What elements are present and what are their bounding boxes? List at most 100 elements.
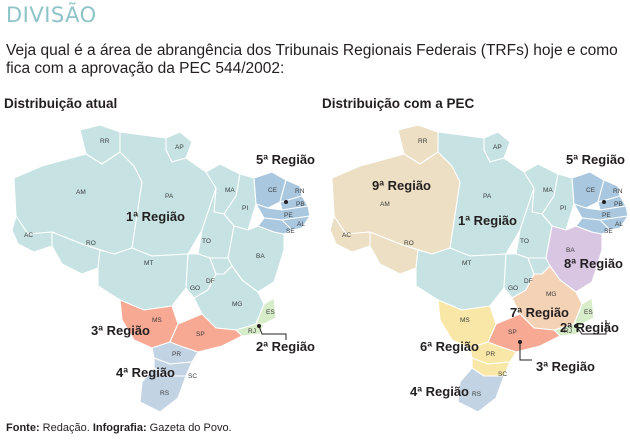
uf-al: AL [297,221,305,228]
label-r8: 8ª Região [564,256,623,271]
uf-ap: AP [493,144,502,151]
state-es [255,297,277,325]
label-r1: 1ª Região [126,209,185,224]
uf-pr: PR [172,351,181,358]
label-r4: 4ª Região [410,384,469,399]
label-r6: 6ª Região [420,339,479,354]
current-map-title: Distribuição atual [4,96,118,111]
infographic-label: Infografia: [92,422,147,434]
source-credits: Fonte: Redação. Infografia: Gazeta do Po… [6,422,232,434]
uf-mg: MG [232,301,242,308]
state-rs [457,367,505,413]
uf-es: ES [266,309,275,316]
uf-am: AM [380,201,390,208]
leader-dot-r5 [602,200,606,204]
uf-sc: SC [498,371,507,378]
uf-df: DF [524,278,533,285]
state-rs [139,367,187,413]
uf-ac: AC [342,232,351,239]
source-label: Fonte: [6,422,40,434]
uf-ro: RO [404,240,414,247]
state-es [573,297,595,325]
uf-am: AM [76,189,86,196]
uf-rj: RJ [564,328,572,335]
uf-pi: PI [560,205,566,212]
uf-rs: RS [160,390,170,397]
uf-to: TO [520,238,529,245]
uf-sc: SC [188,373,197,380]
label-r3: 3ª Região [91,323,150,338]
state-ba [545,225,603,293]
leader-line-r2 [575,320,607,335]
label-r7: 7ª Região [510,305,569,320]
uf-rj: RJ [248,328,256,335]
pec-distribution-map: RR AP AM PA MA CE RN PB PI PE AL SE AC R… [329,124,629,413]
uf-ba: BA [566,247,575,254]
infographic-value: Gazeta do Povo. [149,422,232,434]
state-ac [329,215,371,253]
uf-pe: PE [284,212,293,219]
uf-rr: RR [100,138,110,145]
uf-mt: MT [462,260,471,267]
uf-pr: PR [486,351,495,358]
uf-go: GO [190,285,200,292]
label-r9: 9ª Região [372,178,431,193]
state-ac [11,215,53,253]
leader-line-r3 [519,342,532,361]
uf-rs: RS [472,391,482,398]
leader-dot-r2 [257,324,261,328]
uf-al: AL [615,221,623,228]
source-value: Redação. [42,422,90,434]
uf-ce: CE [586,187,596,194]
uf-rn: RN [613,188,623,195]
section-title: DIVISÃO [6,3,97,27]
uf-to: TO [202,238,211,245]
uf-mg: MG [546,291,556,298]
uf-pe: PE [602,212,611,219]
uf-ms: MS [460,317,470,324]
uf-pb: PB [614,201,623,208]
uf-ce: CE [268,187,278,194]
uf-pa: PA [165,193,174,200]
state-se [257,217,293,235]
uf-ms: MS [152,317,162,324]
leader-dot-r2 [574,324,578,328]
uf-ba: BA [256,253,265,260]
label-r5: 5ª Região [256,152,315,167]
leader-line-r2 [258,325,287,340]
uf-ro: RO [86,240,96,247]
label-r2: 2ª Região [256,339,315,354]
leader-dot-r5 [284,200,288,204]
pec-map-title: Distribuição com a PEC [322,96,475,111]
uf-ap: AP [175,144,184,151]
state-mt [97,247,189,311]
uf-se: SE [604,228,613,235]
uf-ac: AC [24,232,33,239]
uf-pa: PA [483,193,492,200]
uf-df: DF [206,278,215,285]
label-r1: 1ª Região [458,213,517,228]
uf-rn: RN [295,188,305,195]
state-ro [51,231,101,275]
uf-ma: MA [225,187,235,194]
subtitle: Veja qual é a área de abrangência dos Tr… [6,42,618,77]
uf-mt: MT [144,260,153,267]
uf-go: GO [508,285,518,292]
leader-dot-r3 [518,340,522,344]
label-r2: 2ª Região [560,320,619,335]
uf-sp: SP [508,329,517,336]
current-distribution-map: RR AP AM PA MA CE RN PB PI PE AL SE AC R… [11,124,315,413]
uf-rr: RR [418,138,428,145]
uf-pi: PI [242,205,248,212]
state-ro [369,231,419,275]
uf-ma: MA [543,187,553,194]
uf-sp: SP [196,331,205,338]
label-r3: 3ª Região [536,359,595,374]
state-se [575,217,611,235]
uf-pb: PB [296,201,305,208]
uf-se: SE [286,228,295,235]
label-r5: 5ª Região [566,152,625,167]
uf-es: ES [584,309,593,316]
label-r4: 4ª Região [116,365,175,380]
state-mt [415,247,507,311]
